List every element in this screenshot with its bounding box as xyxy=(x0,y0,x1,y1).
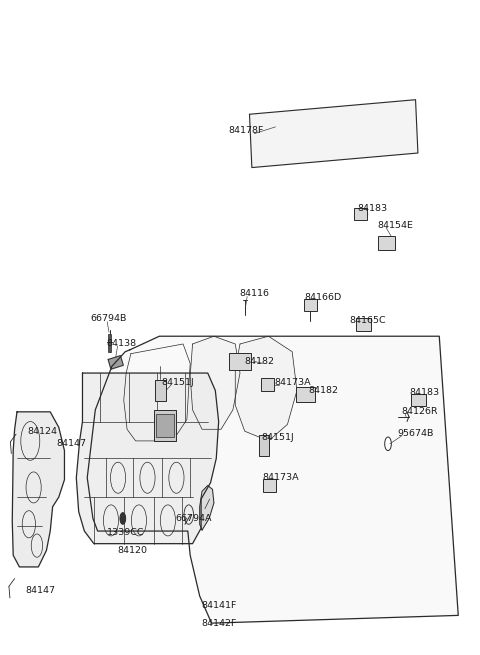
Text: 84147: 84147 xyxy=(56,440,86,448)
Polygon shape xyxy=(200,485,214,530)
Text: 84120: 84120 xyxy=(118,546,147,555)
Polygon shape xyxy=(76,373,219,544)
Bar xyxy=(356,318,371,331)
Polygon shape xyxy=(250,100,418,168)
Bar xyxy=(296,386,315,402)
Text: 84182: 84182 xyxy=(308,386,338,395)
Bar xyxy=(354,208,367,220)
Circle shape xyxy=(384,437,391,451)
Text: 84151J: 84151J xyxy=(261,432,294,441)
Text: 84173A: 84173A xyxy=(274,378,311,387)
Polygon shape xyxy=(190,336,240,429)
Text: 66794B: 66794B xyxy=(90,314,126,324)
Text: 84178F: 84178F xyxy=(228,126,264,135)
Text: 84147: 84147 xyxy=(25,586,56,595)
Bar xyxy=(156,414,174,437)
Text: 84165C: 84165C xyxy=(349,316,386,326)
Text: 84154E: 84154E xyxy=(378,221,413,230)
Bar xyxy=(411,394,425,406)
Bar xyxy=(108,334,111,352)
Bar xyxy=(303,299,317,311)
Text: 84182: 84182 xyxy=(245,357,275,366)
Bar xyxy=(259,435,269,457)
Bar xyxy=(263,479,276,492)
Polygon shape xyxy=(235,336,297,441)
Text: 84142F: 84142F xyxy=(201,618,237,627)
Polygon shape xyxy=(12,412,64,567)
Text: 95674B: 95674B xyxy=(397,428,434,438)
Text: 84173A: 84173A xyxy=(263,474,300,482)
Text: 84183: 84183 xyxy=(358,204,388,213)
Text: 84116: 84116 xyxy=(239,289,269,298)
Bar xyxy=(154,410,177,441)
Text: 66794A: 66794A xyxy=(176,514,212,523)
Bar xyxy=(261,379,274,391)
Text: 84141F: 84141F xyxy=(201,601,237,610)
Polygon shape xyxy=(108,356,123,369)
Bar xyxy=(228,352,252,370)
Text: 84124: 84124 xyxy=(27,426,58,436)
Text: 84183: 84183 xyxy=(410,388,440,397)
Polygon shape xyxy=(87,336,458,623)
Bar xyxy=(155,380,166,401)
Text: 84151J: 84151J xyxy=(162,378,194,387)
Text: 84166D: 84166D xyxy=(304,293,342,302)
Text: 1339CC: 1339CC xyxy=(107,527,144,536)
Text: 84126R: 84126R xyxy=(401,407,438,417)
Bar xyxy=(378,236,395,250)
Circle shape xyxy=(120,513,126,524)
Text: 84138: 84138 xyxy=(106,339,136,348)
